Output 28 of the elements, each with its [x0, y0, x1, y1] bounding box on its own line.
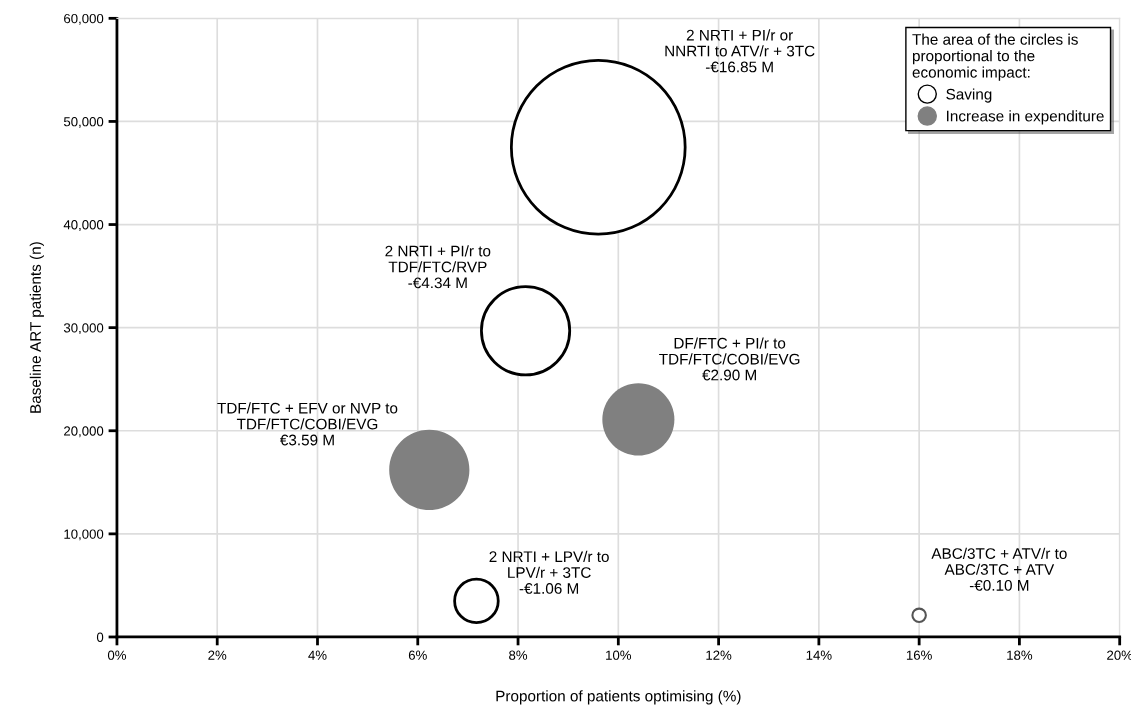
- x-axis-title: Proportion of patients optimising (%): [496, 690, 741, 705]
- y-tick-label: 30,000: [63, 323, 104, 335]
- legend-label: Saving: [946, 88, 992, 103]
- y-tick-label: 20,000: [64, 426, 104, 438]
- x-tick-label: 4%: [308, 650, 327, 660]
- annotation: 2 NRTI + PI/r to TDF/FTC/RVP -€4.34 M: [385, 245, 491, 289]
- annotation: 2 NRTI + PI/r or NNRTI to ATV/r + 3TC -€16.85 M: [665, 29, 815, 73]
- x-tick-label: 12%: [706, 650, 732, 660]
- legend-label: Increase in expenditure: [947, 110, 1104, 125]
- x-tick-label: 6%: [408, 650, 427, 660]
- x-tick-label: 2%: [208, 650, 227, 660]
- x-tick-label: 8%: [509, 650, 528, 660]
- x-tick-label: 18%: [1007, 650, 1033, 660]
- y-tick-label: 40,000: [63, 220, 104, 232]
- y-axis-title: Baseline ART patients (n): [29, 242, 44, 413]
- annotation: 2 NRTI + LPV/r to LPV/r + 3TC -€1.06 M: [489, 550, 609, 594]
- y-tick-label: 50,000: [63, 117, 104, 128]
- y-tick-label: 60,000: [64, 13, 104, 25]
- annotation: TDF/FTC + EFV or NVP to TDF/FTC/COBI/EVG €3.59 M: [217, 402, 398, 446]
- annotation: ABC/3TC + ATV/r to ABC/3TC + ATV -€0.10 M: [931, 547, 1067, 591]
- annotation: DF/FTC + PI/r to TDF/FTC/COBI/EVG €2.90 M: [659, 337, 800, 381]
- y-tick-label: 0: [96, 632, 104, 642]
- legend-title: The area of the circles is proportional to the economic impact:: [912, 33, 1078, 81]
- x-tick-label: 10%: [606, 650, 632, 660]
- x-tick-label: 14%: [806, 650, 832, 660]
- x-tick-label: 16%: [906, 650, 932, 660]
- y-tick-label: 10,000: [64, 529, 104, 541]
- x-tick-label: 0%: [107, 650, 127, 660]
